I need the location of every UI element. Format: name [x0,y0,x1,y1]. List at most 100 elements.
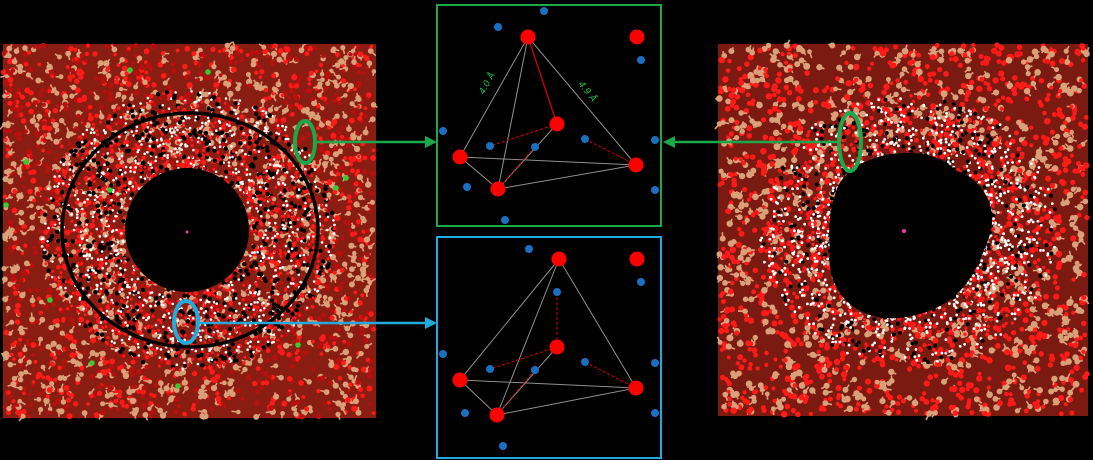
water-oxygen [123,140,127,144]
water-oxygen [327,268,331,272]
water-oxygen [176,163,180,167]
oxygen-atom [14,104,19,108]
oxygen-atom [74,78,80,84]
oxygen-atom [14,283,21,289]
oxygen-atom [49,352,54,357]
hydrogen-atom [224,351,228,354]
water-oxygen [110,155,114,159]
oxygen-atom [83,58,88,63]
water-oxygen [80,227,83,231]
oxygen-atom [23,243,28,248]
oxygen-atom [114,75,120,81]
oxygen-atom [259,385,264,390]
oxygen-atom [221,403,227,409]
void-patch [290,312,295,317]
bond-stick [231,48,234,55]
void-patch [302,185,307,191]
void-patch [91,190,96,196]
bond-stick [235,365,242,369]
oxygen-atom [245,280,251,286]
hydrogen-atom [249,340,252,344]
hydrogen-atom [136,342,140,346]
oxygen-atom [7,86,13,93]
bond-stick [302,220,306,227]
water-oxygen [284,251,287,255]
water-oxygen [129,297,133,301]
oxygen-atom [18,363,24,369]
hydrogen-atom [47,187,50,190]
water-oxygen [106,304,110,308]
hydrogen-atom [81,237,84,240]
oxygen-atom [337,376,343,381]
void-patch [267,154,272,159]
oxygen-atom [364,66,369,71]
oxygen-atom [242,361,246,365]
oxygen-atom [319,335,326,342]
oxygen-atom [287,103,294,110]
oxygen-atom [61,358,68,365]
hydrogen-atom [227,164,231,168]
water-oxygen [201,350,205,354]
water-oxygen [265,175,269,179]
water-oxygen [227,153,230,157]
hydrogen-atom [262,329,266,332]
bond-stick [79,245,86,250]
oxygen-atom [55,103,60,108]
oxygen-atom [276,245,281,251]
oxygen-atom [30,342,37,348]
bond-stick [121,88,128,91]
void-patch [157,152,163,158]
void-patch [158,164,164,170]
water-oxygen [247,306,251,310]
hydrogen-atom [53,185,56,188]
hydrogen-atom [277,132,281,136]
water-oxygen [203,291,206,295]
hydrogen-atom [167,326,171,330]
hydrogen-atom [137,346,140,349]
void-patch [267,113,272,118]
oxygen-atom [145,62,152,69]
oxygen-atom [266,358,271,363]
bond-stick [272,94,277,102]
void-patch [215,102,220,107]
water-oxygen [145,326,149,330]
oxygen-atom [370,155,376,161]
oxygen-atom [141,155,146,160]
hydrogen-atom [304,201,307,205]
oxygen-atom [186,97,192,103]
hydrogen-atom [61,182,65,185]
bond-stick [76,306,83,310]
hydrogen-atom [292,282,295,285]
hydrogen-atom [101,295,105,299]
oxygen-atom [279,350,285,356]
water-oxygen [214,325,218,329]
water-oxygen [165,161,169,165]
water-oxygen [170,309,174,313]
oxygen-atom [46,125,53,132]
water-oxygen [241,138,245,142]
bond-stick [123,370,129,373]
oxygen-atom [366,385,373,392]
oxygen-atom [45,99,51,105]
water-oxygen [186,129,189,133]
oxygen-atom [320,229,326,235]
water-oxygen [171,155,175,159]
oxygen-atom [310,304,315,309]
oxygen-atom [200,159,207,165]
hydrogen-atom [148,144,151,148]
water-oxygen [151,347,155,351]
oxygen-atom [34,287,40,293]
oxygen-atom [129,366,135,373]
bond-stick [48,403,51,410]
oxygen-atom [94,413,99,418]
hydrogen-atom [289,225,293,229]
bond-stick [331,379,337,387]
oxygen-atom [3,128,9,134]
hydrogen-atom [313,180,317,183]
void-patch [98,298,103,303]
bond-stick [228,147,231,154]
oxygen-atom [371,148,376,153]
hydrogen-atom [244,324,247,327]
bond-stick [370,229,374,235]
